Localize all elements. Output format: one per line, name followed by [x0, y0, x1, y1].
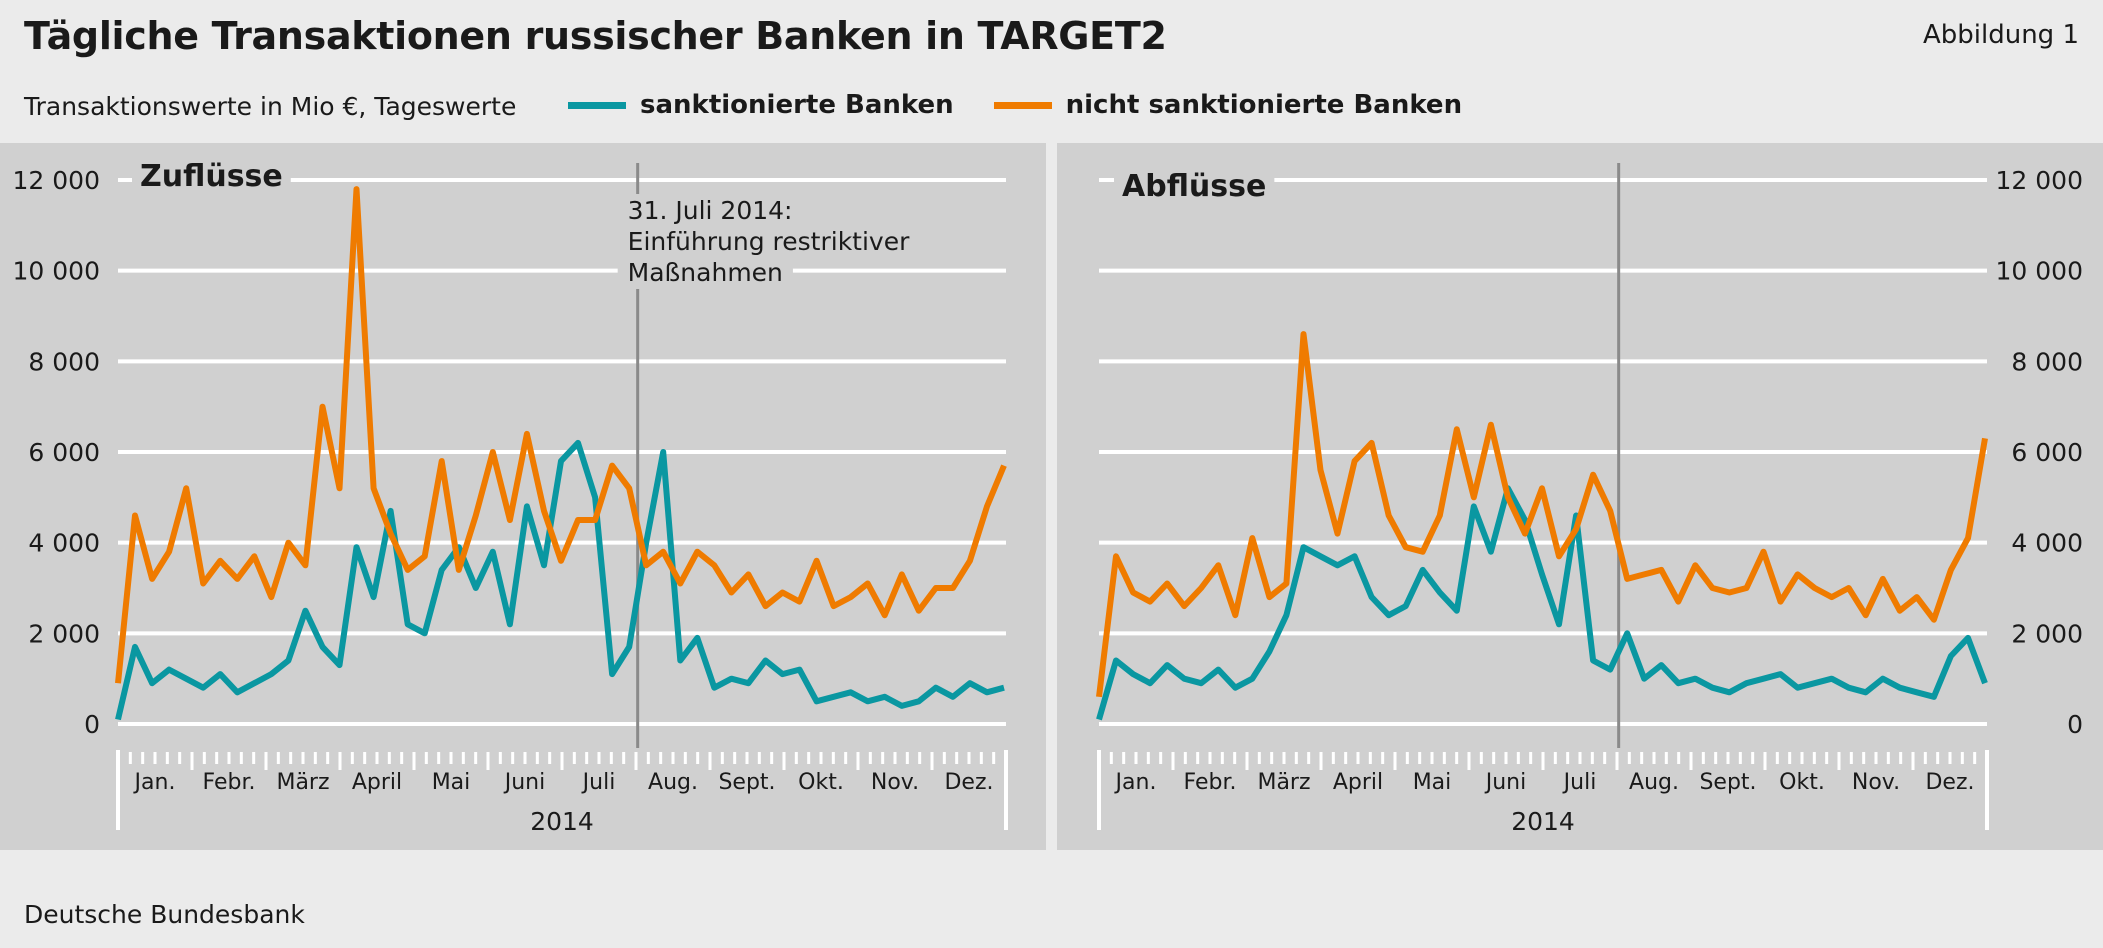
y-tick-label: 12 000 — [13, 166, 100, 195]
legend-label-sanctioned: sanktionierte Banken — [640, 90, 954, 120]
x-month-label: Aug. — [1629, 770, 1679, 795]
x-month-label: Dez. — [944, 770, 993, 795]
figure-label: Abbildung 1 — [1922, 20, 2079, 50]
x-month-label: Aug. — [648, 770, 698, 795]
x-month-label: Juli — [581, 770, 616, 795]
x-month-label: April — [352, 770, 402, 795]
legend-label-non-sanctioned: nicht sanktionierte Banken — [1065, 90, 1463, 120]
x-month-label: März — [1257, 770, 1310, 795]
y-tick-label: 4 000 — [2011, 529, 2083, 558]
event-annotation-line: Einführung restriktiver — [628, 227, 910, 256]
y-tick-label: 0 — [84, 710, 100, 739]
panel-inflows: 0 2 000 4 000 6 000 8 000 10 000 12 000 31. Jul… — [0, 143, 1046, 850]
legend-item-non-sanctioned: nicht sanktionierte Banken — [993, 90, 1463, 120]
y-tick-label: 8 000 — [28, 347, 100, 376]
y-tick-label: 2 000 — [28, 619, 100, 648]
y-tick-label: 6 000 — [28, 438, 100, 467]
panel-background — [1057, 143, 2103, 850]
panel-label: Abflüsse — [1122, 169, 1266, 204]
x-month-label: Juni — [1484, 770, 1527, 795]
event-annotation-bg — [617, 194, 803, 227]
x-month-label: Jan. — [1114, 770, 1157, 795]
footer-source: Deutsche Bundesbank — [24, 900, 305, 929]
legend-swatch-non-sanctioned — [993, 101, 1052, 109]
x-month-label: Sept. — [718, 770, 775, 795]
x-month-label: Febr. — [203, 770, 256, 795]
series-line-non-sanctioned — [115, 186, 1007, 684]
x-month-label: Sept. — [1699, 770, 1756, 795]
legend: sanktionierte Banken nicht sanktionierte… — [568, 90, 1462, 120]
y-tick-label: 0 — [2067, 710, 2083, 739]
legend-swatch-sanctioned — [568, 101, 626, 109]
x-month-label: Dez. — [1925, 770, 1974, 795]
x-year-label: 2014 — [530, 807, 594, 836]
series-line-sanctioned — [1096, 485, 1988, 721]
chart-title: Tägliche Transaktionen russischer Banken… — [24, 14, 1167, 58]
y-tick-label: 12 000 — [1996, 166, 2083, 195]
y-tick-label: 10 000 — [1996, 257, 2083, 286]
x-month-label: Okt. — [798, 770, 844, 795]
y-tick-label: 8 000 — [2011, 347, 2083, 376]
event-annotation-bg — [617, 225, 921, 258]
panel-outflows: 0 2 000 4 000 6 000 8 000 10 000 12 000 Abflüss… — [1057, 143, 2103, 850]
event-annotation-bg — [617, 256, 793, 289]
x-month-label: Juni — [503, 770, 546, 795]
x-month-label: Nov. — [871, 770, 919, 795]
series-line-non-sanctioned — [1096, 331, 1988, 698]
series-line-sanctioned — [115, 439, 1005, 721]
x-month-label: Okt. — [1779, 770, 1825, 795]
panel-label-bg — [132, 155, 291, 198]
y-tick-label: 4 000 — [28, 529, 100, 558]
y-tick-label: 6 000 — [2011, 438, 2083, 467]
y-tick-label: 2 000 — [2011, 619, 2083, 648]
x-year-label: 2014 — [1511, 807, 1575, 836]
x-month-label: April — [1333, 770, 1383, 795]
x-month-label: Nov. — [1852, 770, 1900, 795]
x-month-label: Juli — [1562, 770, 1597, 795]
x-month-label: Jan. — [133, 770, 176, 795]
chart-subtitle: Transaktionswerte in Mio €, Tageswerte — [24, 92, 517, 121]
x-month-label: Mai — [1413, 770, 1452, 795]
x-month-label: März — [276, 770, 329, 795]
event-annotation-line: Maßnahmen — [628, 258, 783, 287]
panel-background — [0, 143, 1046, 850]
panel-label-bg — [1114, 165, 1275, 208]
legend-item-sanctioned: sanktionierte Banken — [568, 90, 954, 120]
x-month-label: Mai — [432, 770, 471, 795]
panel-label: Zuflüsse — [140, 159, 283, 194]
y-tick-label: 10 000 — [13, 257, 100, 286]
x-month-label: Febr. — [1184, 770, 1237, 795]
event-annotation-line: 31. Juli 2014: — [628, 196, 793, 225]
